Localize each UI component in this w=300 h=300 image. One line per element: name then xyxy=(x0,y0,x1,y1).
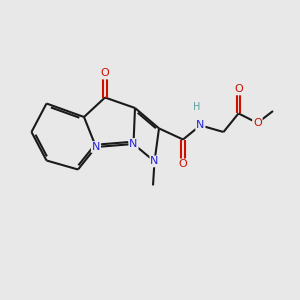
Text: N: N xyxy=(150,156,159,167)
Text: N: N xyxy=(92,142,100,152)
Text: N: N xyxy=(196,120,205,130)
Text: O: O xyxy=(234,84,243,94)
Text: O: O xyxy=(253,118,262,128)
Text: N: N xyxy=(129,139,138,149)
Text: H: H xyxy=(193,102,200,112)
Text: O: O xyxy=(100,68,109,79)
Text: O: O xyxy=(178,159,188,170)
